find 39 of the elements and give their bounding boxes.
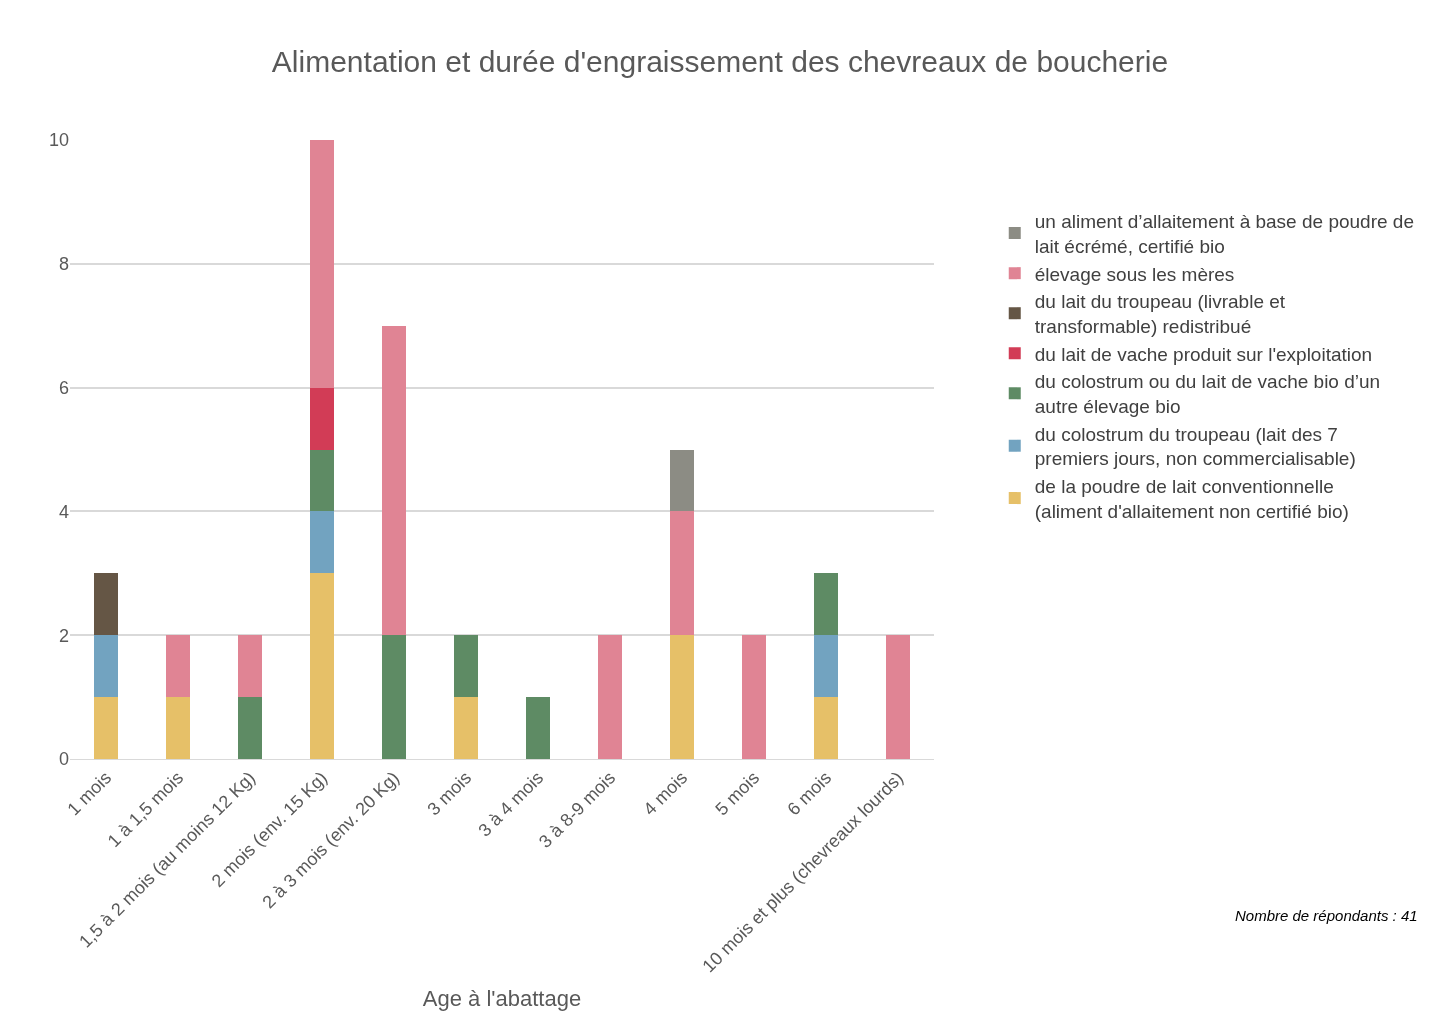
bar — [382, 635, 406, 759]
y-tick-label: 6 — [58, 377, 69, 398]
bar — [94, 697, 118, 759]
bar — [310, 573, 334, 759]
legend-label: du lait de vache produit sur l'exploitation — [1034, 343, 1373, 365]
bar — [310, 449, 334, 512]
y-tick-label: 4 — [58, 501, 69, 522]
bar — [454, 635, 478, 698]
chart-title: Alimentation et durée d'engraissement des chevreaux de boucherie — [271, 44, 1169, 78]
legend-label: du colostrum du troupeau (lait des 7 premiers jours, non commercialisable) — [1034, 423, 1356, 470]
x-axis-title: Age à l'abattage — [422, 986, 582, 1012]
bar — [238, 697, 262, 759]
y-tick-label: 10 — [48, 130, 69, 151]
bar — [310, 511, 334, 574]
y-tick-label: 8 — [58, 254, 69, 275]
bar — [670, 635, 694, 759]
bar — [310, 387, 334, 450]
legend-label: élevage sous les mères — [1034, 263, 1235, 285]
bar — [526, 697, 550, 759]
y-tick-label: 0 — [58, 749, 69, 770]
bar — [814, 635, 838, 698]
bar — [166, 697, 190, 759]
bar — [94, 573, 118, 636]
bar — [598, 635, 622, 759]
bar — [742, 635, 766, 759]
bar — [814, 573, 838, 636]
bar — [814, 697, 838, 759]
y-tick-label: 2 — [58, 625, 69, 646]
bar — [310, 140, 334, 388]
bar — [670, 511, 694, 636]
bar — [94, 635, 118, 698]
bar — [382, 325, 406, 636]
bar — [670, 449, 694, 512]
bar — [454, 697, 478, 759]
bar — [166, 635, 190, 698]
bar — [238, 635, 262, 698]
text: Nombre de répondants : 41 — [1235, 907, 1418, 924]
bar — [886, 635, 910, 759]
legend-label: de la poudre de lait conventionnelle (aliment d'allaitement non certifié bio) — [1034, 476, 1349, 522]
